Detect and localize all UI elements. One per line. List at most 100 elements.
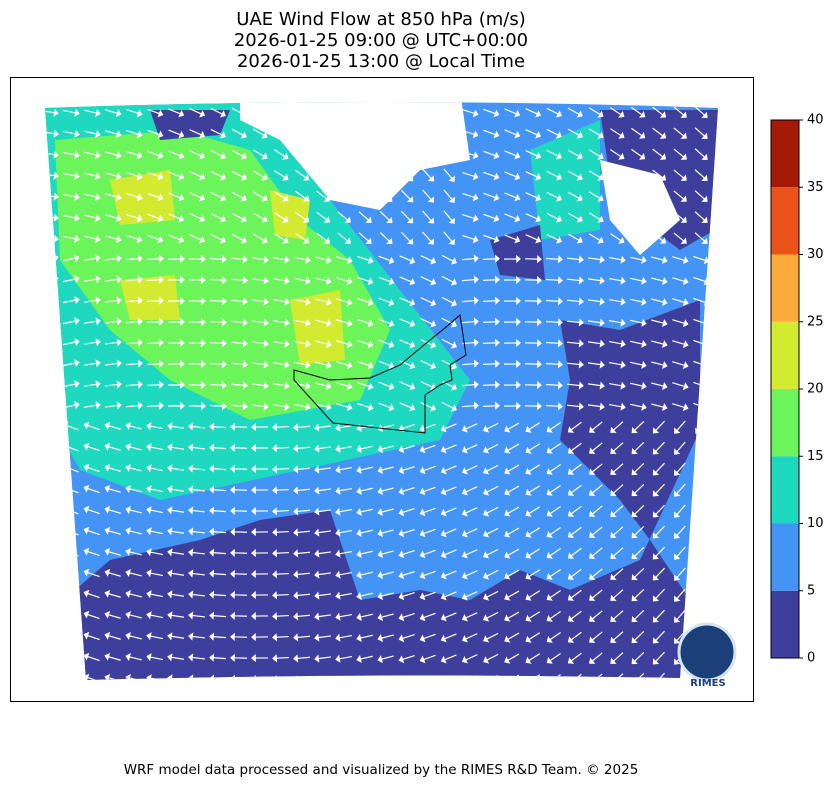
wind-arrow	[503, 338, 521, 348]
wind-arrow	[104, 296, 122, 305]
wind-arrow	[630, 402, 647, 411]
wind-arrow	[188, 254, 206, 264]
wind-arrow	[482, 317, 500, 326]
wind-arrow	[652, 504, 665, 518]
wind-arrow	[630, 255, 647, 264]
wind-arrow	[377, 424, 394, 433]
wind-arrow	[62, 652, 79, 662]
wind-arrow	[293, 654, 311, 663]
wind-arrow	[293, 423, 311, 432]
wind-arrow	[652, 462, 665, 476]
wind-arrow	[83, 463, 100, 473]
wind-arrow	[295, 211, 310, 223]
wind-arrow	[295, 106, 310, 118]
wind-arrow	[293, 675, 311, 680]
wind-arrow	[443, 210, 455, 224]
wind-arrow	[546, 464, 561, 475]
wind-arrow	[294, 339, 311, 348]
wind-arrow	[188, 275, 206, 285]
wind-arrow	[674, 504, 686, 518]
wind-arrow	[356, 528, 373, 537]
wind-arrow	[420, 339, 437, 349]
wind-arrow	[525, 234, 542, 244]
wind-arrow	[440, 549, 457, 559]
wind-arrow	[609, 170, 625, 181]
wind-arrow	[104, 442, 121, 451]
wind-arrow	[125, 505, 142, 514]
wind-arrow	[694, 232, 708, 244]
wind-arrow	[230, 611, 248, 620]
wind-arrow	[231, 128, 247, 139]
wind-arrow	[525, 443, 541, 454]
wind-arrow	[251, 485, 269, 495]
wind-arrow	[336, 403, 353, 412]
wind-arrow	[546, 212, 562, 223]
wind-arrow	[316, 106, 331, 118]
wind-arrow	[251, 318, 269, 327]
wind-arrow	[230, 464, 248, 473]
wind-arrow	[400, 231, 414, 245]
wind-arrow	[45, 295, 59, 304]
wind-arrow	[188, 590, 206, 599]
wind-arrow	[83, 652, 100, 662]
logo: RIMES	[677, 622, 737, 689]
wind-arrow	[167, 506, 184, 515]
wind-arrow	[356, 654, 373, 663]
wind-arrow	[609, 318, 626, 327]
wind-arrow	[337, 169, 351, 181]
wind-arrow	[694, 127, 708, 139]
wind-arrow	[525, 506, 541, 517]
wind-arrow	[230, 590, 248, 599]
wind-arrow	[400, 147, 414, 161]
wind-arrow	[273, 233, 289, 244]
wind-arrow	[167, 611, 184, 620]
wind-arrow	[483, 632, 499, 643]
wind-arrow	[104, 463, 121, 472]
wind-arrow	[316, 232, 331, 244]
wind-arrow	[524, 275, 542, 285]
wind-arrow	[567, 505, 582, 517]
wind-arrow	[188, 569, 206, 578]
wind-arrow	[504, 485, 520, 496]
wind-arrow	[335, 528, 352, 537]
wind-arrow	[419, 444, 436, 454]
wind-arrow	[336, 319, 353, 328]
wind-arrow	[674, 567, 686, 581]
wind-arrow	[272, 465, 290, 474]
wind-arrow	[315, 403, 332, 412]
wind-arrow	[146, 653, 163, 662]
wind-arrow	[188, 548, 206, 557]
wind-arrow	[694, 148, 708, 160]
wind-arrow	[83, 610, 100, 620]
wind-arrow	[45, 610, 58, 620]
wind-arrow	[588, 191, 604, 202]
wind-arrow	[251, 548, 269, 558]
wind-arrow	[630, 318, 647, 327]
wind-arrow	[462, 192, 479, 202]
wind-arrow	[231, 107, 247, 118]
wind-arrow	[83, 568, 100, 578]
wind-arrow	[609, 233, 625, 244]
wind-arrow	[62, 547, 79, 557]
wind-arrow	[45, 673, 58, 680]
wind-arrow	[147, 150, 164, 160]
wind-arrow	[398, 445, 415, 454]
wind-arrow	[251, 632, 269, 642]
wind-arrow	[589, 610, 603, 622]
wind-arrow	[293, 633, 311, 642]
wind-arrow	[104, 589, 121, 598]
wind-arrow	[147, 108, 164, 118]
wind-arrow	[652, 148, 667, 160]
wind-arrow	[230, 422, 248, 431]
wind-arrow	[589, 484, 603, 496]
wind-arrow	[146, 401, 164, 410]
wind-arrow	[230, 276, 248, 285]
wind-arrow	[524, 359, 542, 369]
wind-arrow	[672, 361, 689, 370]
wind-field	[45, 102, 718, 680]
wind-arrow	[209, 590, 227, 599]
wind-arrow	[631, 148, 646, 160]
wind-arrow	[567, 526, 582, 538]
wind-arrow	[45, 400, 59, 409]
wind-arrow	[126, 214, 143, 223]
